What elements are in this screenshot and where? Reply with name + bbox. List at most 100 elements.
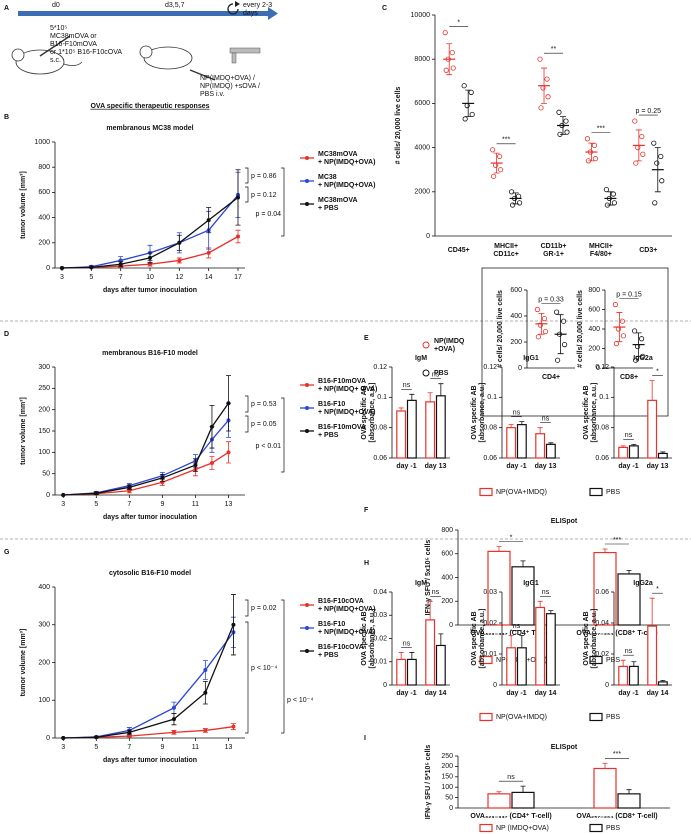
error-bar [508,635,514,648]
bar [516,647,527,686]
x-tick-label: 7 [127,501,131,508]
legend-label: MC38 + NP(IMDQ+OVA) [318,174,375,189]
y-axis-label: IFN-γ SFU / 5*10⁵ cells [425,745,432,820]
error-bar [660,679,666,682]
error-bar [607,191,614,206]
y-tick-label: 300 [38,364,50,371]
y-axis-label: OVA specific AB[absorbance, a.u.] [361,609,376,669]
data-point [640,151,646,157]
data-point [554,357,561,363]
data-point [193,463,198,468]
y-tick-label: 150 [441,774,453,781]
error-bar [496,791,502,794]
inoculation-note: 5*10⁵ MC38mOVA or B16-F10mOVA or 1*10⁵ B16-… [50,25,122,64]
panel-label: F [364,507,369,514]
data-point [544,76,550,82]
x-tick-label: 3 [60,274,64,281]
text-line: B16-F10mOVA [50,41,97,48]
data-point [203,668,208,673]
data-point [171,705,176,710]
text-line: B16-F10 [318,401,345,408]
x-tick-label: CD45+ [448,247,470,254]
y-tick-label: 10000 [411,12,431,19]
legend-label: B16-F10 + NP(IMDQ+OVA) [318,621,375,636]
x-tick-label: day -1 [506,463,526,470]
legend-label: NP(OVA+IMDQ) [496,714,547,721]
y-tick-label: 0.12 [373,364,387,371]
y-axis-label: # cells/ 20,000 live cells [577,290,584,368]
data-point [620,333,627,339]
significance-bracket [281,397,285,473]
legend-label: MC38mOVA + PBS [318,197,358,212]
y-tick-label: 0 [383,682,387,689]
x-tick-label: day -1 [506,690,526,697]
legend-marker [305,202,309,206]
data-point [61,493,66,497]
data-point [148,255,152,260]
text-line: OVA specific AB [471,611,478,665]
text-line: + NP(IMDQ+OVA) [318,606,375,613]
annotation: p = 0.25 [636,108,662,115]
x-tick-label: 10 [146,274,154,281]
annotation: p < 10⁻⁴ [251,665,277,672]
legend-label: B16-F10cOVA + PBS [318,644,364,659]
error-bar [409,652,415,660]
annotation: *** [613,751,621,758]
y-tick-label: 100 [38,449,50,456]
error-bar [427,392,433,402]
annotation: ns [625,432,633,439]
data-point [443,67,449,73]
bar [406,399,417,459]
x-tick-label: day -1 [396,690,416,697]
data-point [592,156,599,162]
x-tick-label: 14 [205,274,213,281]
y-tick-label: 200 [38,659,50,666]
y-tick-label: 0.1 [599,394,609,401]
data-point [206,218,211,223]
data-point [591,142,598,148]
error-bar [427,600,433,620]
significance-bracket [245,621,249,734]
bar [435,395,446,459]
y-tick-label: 0.03 [373,612,387,619]
chart-title: ELISpot [551,518,578,525]
text-line: MHCII+ [494,243,518,250]
data-point [231,724,236,729]
data-point [556,109,562,115]
text-line: OVA specific AB [471,385,478,439]
y-tick-label: 0.08 [595,425,609,432]
text-line: NP(IMDQ+OVA) / [200,75,255,82]
annotation: ** [551,46,557,53]
error-bar [548,442,554,445]
y-tick-label: 200 [441,598,453,605]
bar [425,619,436,686]
data-point [651,140,657,146]
text-line: B16-F10mOVA [318,424,366,431]
error-bar [620,445,626,448]
data-point [61,736,66,740]
text-line: [absorbance, a.u.] [591,383,598,443]
y-tick-label: 100 [441,784,453,791]
text-line: [absorbance, a.u.] [591,609,598,669]
y-tick-label: 400 [588,326,600,333]
data-point [493,162,499,168]
data-point [490,147,496,153]
y-tick-label: 0 [46,492,50,499]
annotation: *** [613,537,621,544]
x-tick-label: 5 [89,274,93,281]
annotation: p = 0.02 [251,605,277,612]
data-point [203,728,208,733]
bar [618,446,629,459]
legend-marker [305,406,309,410]
y-tick-label: 0 [46,735,50,742]
y-tick-label: 0 [605,682,609,689]
error-bar [520,560,526,567]
y-axis-label: tumor volume [mm³] [20,397,27,465]
data-point [509,202,516,208]
x-tick-label: CD11b+ GR-1+ [541,243,567,258]
x-tick-label: MHCII+ CD11c+ [493,243,519,258]
significance-bracket [281,167,285,237]
annotation: p = 0.15 [616,291,642,298]
data-point [563,118,569,124]
x-tick-label: day -1 [618,690,638,697]
